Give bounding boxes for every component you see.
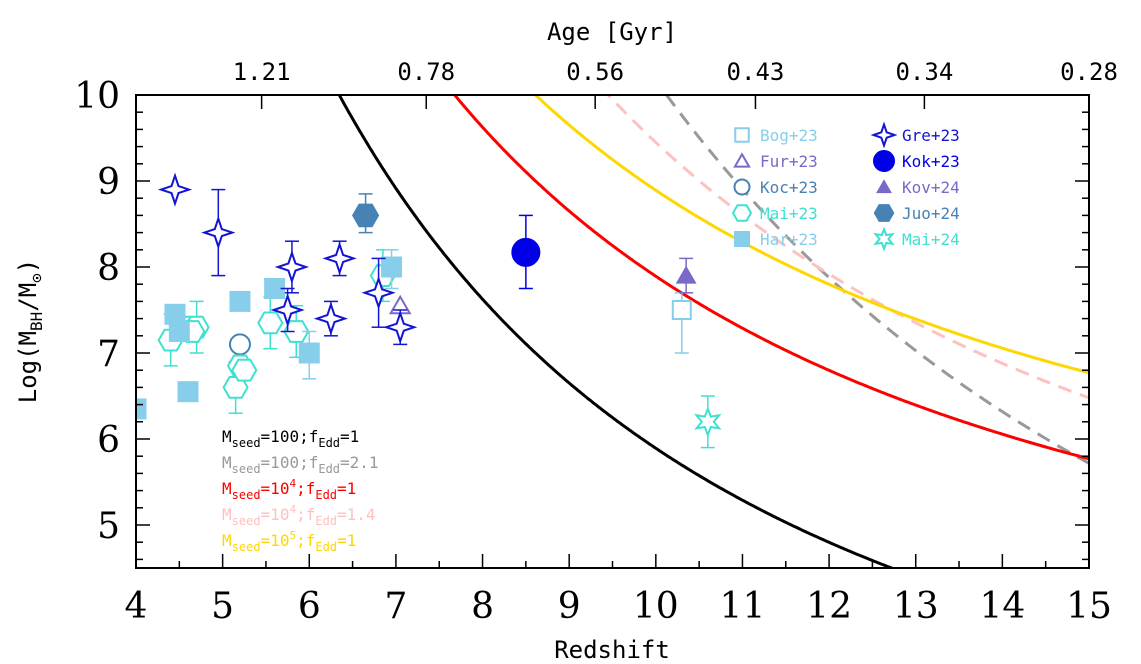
top-axis-label: Age [Gyr] <box>547 18 677 46</box>
data-point <box>270 292 305 328</box>
series-Koc+23 <box>228 333 251 356</box>
series-Juo+24 <box>352 193 380 234</box>
data-point <box>136 398 147 420</box>
model-curve-2 <box>452 95 1089 461</box>
data-point <box>511 237 541 267</box>
y-label-sub1: BH <box>27 312 46 331</box>
data-point <box>257 311 284 335</box>
data-point <box>201 215 236 250</box>
seed-label: Mseed=104;fEdd=1.4 <box>222 503 376 528</box>
data-point <box>228 333 251 356</box>
y-tick-label: 6 <box>97 420 120 461</box>
x-tick-label: 13 <box>893 586 939 627</box>
model-curves <box>337 95 1089 568</box>
legend-marker <box>873 204 895 222</box>
legend-marker <box>873 150 895 172</box>
model-curve-0 <box>337 95 896 568</box>
x-tick-label: 7 <box>384 586 407 627</box>
model-curve-3 <box>606 95 1089 400</box>
legend-label: Bog+23 <box>760 126 818 145</box>
legend-label: Mai+23 <box>760 204 818 223</box>
x-tick-label: 11 <box>720 586 766 627</box>
y-label-pre: Log(M <box>14 331 42 403</box>
seed-label: Mseed=105;fEdd=1 <box>222 529 356 554</box>
legend-marker <box>734 127 750 143</box>
x-tick-label: 6 <box>298 586 321 627</box>
data-point <box>229 290 251 312</box>
legend-label: Har+23 <box>760 230 818 249</box>
seed-label: Mseed=100;fEdd=2.1 <box>222 453 379 476</box>
x-tick-label: 15 <box>1066 586 1112 627</box>
legend-marker <box>734 231 750 247</box>
legend-label: Koc+23 <box>760 178 818 197</box>
legend-marker <box>876 179 892 194</box>
top-tick-label: 0.34 <box>895 58 953 86</box>
y-label-mid: /M <box>14 283 42 312</box>
data-point <box>361 275 396 310</box>
x-tick-label: 12 <box>806 586 852 627</box>
data-points <box>136 172 722 449</box>
data-point <box>352 203 380 228</box>
x-tick-label: 8 <box>471 586 494 627</box>
data-point <box>694 406 722 438</box>
x-tick-label: 9 <box>558 586 581 627</box>
legend-label: Gre+23 <box>902 126 960 145</box>
seed-label: Mseed=104;fEdd=1 <box>222 477 356 502</box>
y-tick-label: 9 <box>97 162 120 203</box>
y-tick-label: 7 <box>97 334 120 375</box>
data-point <box>298 342 320 364</box>
legend: Bog+23 Fur+23 Koc+23 Mai+23 Har+23 Gre+23 Kok+… <box>731 121 960 252</box>
legend-marker <box>873 226 895 252</box>
legend-label: Kok+23 <box>902 152 960 171</box>
data-point <box>177 381 199 403</box>
y-label-sub2: ⊙ <box>27 273 46 283</box>
legend-label: Juo+24 <box>902 204 960 223</box>
series-Kov+24 <box>675 257 697 294</box>
legend-marker <box>870 121 898 149</box>
top-tick-label: 1.21 <box>233 58 291 86</box>
data-point <box>322 241 357 276</box>
y-tick-label: 10 <box>74 76 120 117</box>
x-tick-label: 4 <box>125 586 148 627</box>
y-axis-label: Log(MBH/M⊙) <box>14 259 46 404</box>
top-tick-label: 0.78 <box>397 58 455 86</box>
top-tick-label: 0.43 <box>727 58 785 86</box>
series-Gre+23 <box>157 172 418 346</box>
legend-marker <box>733 178 751 196</box>
x-tick-label: 14 <box>979 586 1025 627</box>
data-point <box>381 256 403 278</box>
x-axis-label: Redshift <box>554 636 670 664</box>
legend-marker <box>731 204 753 222</box>
data-point <box>671 300 692 320</box>
seed-label: Mseed=100;fEdd=1 <box>222 427 359 450</box>
data-point <box>383 310 418 345</box>
series-Bog+23 <box>671 292 692 354</box>
legend-marker <box>733 152 751 168</box>
top-tick-label: 0.28 <box>1060 58 1118 86</box>
data-point <box>274 249 310 285</box>
model-curve-4 <box>533 95 1089 375</box>
data-point <box>168 321 190 342</box>
y-tick-label: 8 <box>97 248 120 289</box>
data-point <box>675 265 697 284</box>
legend-label: Kov+24 <box>902 178 960 197</box>
y-tick-label: 5 <box>97 506 120 547</box>
series-Mai+24 <box>694 395 722 449</box>
series-Kok+23 <box>511 214 541 290</box>
y-label-post: ) <box>14 259 42 273</box>
seed-legend: Mseed=100;fEdd=1Mseed=100;fEdd=2.1Mseed=… <box>222 427 379 554</box>
series-Har+23 <box>136 249 403 420</box>
top-tick-label: 0.56 <box>566 58 624 86</box>
legend-label: Mai+24 <box>902 230 960 249</box>
x-tick-label: 5 <box>211 586 234 627</box>
data-point <box>231 358 258 382</box>
legend-label: Fur+23 <box>760 152 818 171</box>
x-tick-label: 10 <box>633 586 679 627</box>
data-point <box>157 172 193 207</box>
data-point <box>313 301 349 336</box>
